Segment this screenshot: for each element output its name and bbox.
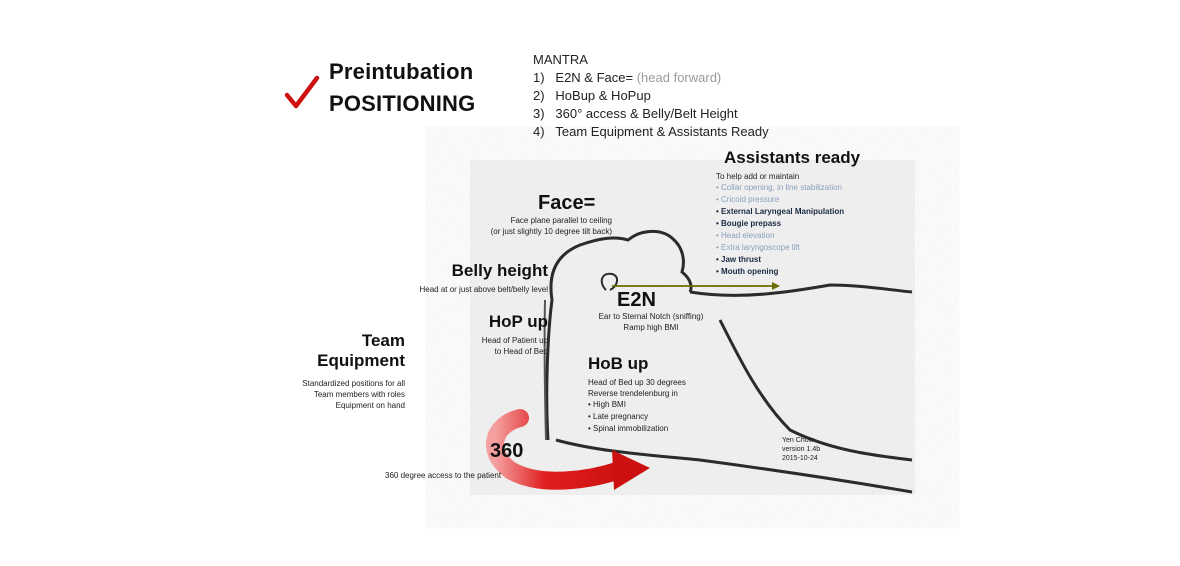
bed-head-outline bbox=[543, 299, 547, 441]
checkmark-icon bbox=[284, 75, 320, 109]
access-arrowhead bbox=[612, 450, 650, 490]
e2n-desc: Ear to Sternal Notch (sniffing) Ramp hig… bbox=[598, 312, 704, 332]
belly-title: Belly height bbox=[451, 261, 548, 280]
mantra-title: MANTRA bbox=[533, 52, 588, 67]
mantra-item: 3) 360° access & Belly/Belt Height bbox=[533, 106, 738, 121]
mantra-item: 1) E2N & Face= (head forward) bbox=[533, 70, 722, 85]
list-item: Extra laryngoscope lift bbox=[716, 242, 844, 254]
face-desc: Face plane parallel to ceiling (or just … bbox=[490, 216, 612, 236]
assistants-title: Assistants ready bbox=[724, 148, 861, 167]
hop-title: HoP up bbox=[488, 312, 548, 331]
hob-bullets: High BMI Late pregnancy Spinal immobiliz… bbox=[588, 399, 686, 435]
access-desc: 360 degree access to the patient bbox=[385, 471, 502, 480]
mantra-list: MANTRA 1) E2N & Face= (head forward) 2) … bbox=[533, 51, 769, 141]
hop-desc: Head of Patient up to Head of Bed bbox=[481, 336, 548, 356]
face-title: Face= bbox=[538, 192, 596, 214]
heading-line2: POSITIONING bbox=[329, 91, 476, 116]
hob-title: HoB up bbox=[588, 354, 649, 373]
e2n-title: E2N bbox=[617, 289, 656, 311]
team-desc: Standardized positions for all Team memb… bbox=[302, 379, 405, 410]
list-item: High BMI bbox=[588, 399, 686, 411]
list-item: Mouth opening bbox=[716, 266, 844, 278]
heading-line1: Preintubation bbox=[329, 59, 474, 84]
list-item: Bougie prepass bbox=[716, 218, 844, 230]
body-outline bbox=[689, 283, 913, 297]
list-item: Cricoid pressure bbox=[716, 194, 844, 206]
list-item: External Laryngeal Manipulation bbox=[716, 206, 844, 218]
hob-desc: Head of Bed up 30 degrees Reverse trende… bbox=[588, 377, 686, 435]
e2n-arrowhead bbox=[772, 282, 780, 290]
assistants-intro: To help add or maintain bbox=[716, 172, 800, 181]
access-arrow bbox=[486, 409, 629, 490]
mantra-item: 4) Team Equipment & Assistants Ready bbox=[533, 124, 769, 139]
assistants-list: Collar opening, in line stabilization Cr… bbox=[716, 182, 844, 278]
list-item: Collar opening, in line stabilization bbox=[716, 182, 844, 194]
list-item: Head elevation bbox=[716, 230, 844, 242]
head-outline bbox=[545, 230, 693, 441]
credit: Yen Chow version 1.4b 2015-10-24 bbox=[782, 437, 821, 462]
list-item: Spinal immobilization bbox=[588, 423, 686, 435]
list-item: Late pregnancy bbox=[588, 411, 686, 423]
list-item: Jaw thrust bbox=[716, 254, 844, 266]
access-title: 360 bbox=[490, 440, 524, 462]
mantra-item: 2) HoBup & HoPup bbox=[533, 88, 651, 103]
team-title: Team Equipment bbox=[317, 331, 405, 370]
belly-desc: Head at or just above belt/belly level bbox=[419, 285, 548, 294]
